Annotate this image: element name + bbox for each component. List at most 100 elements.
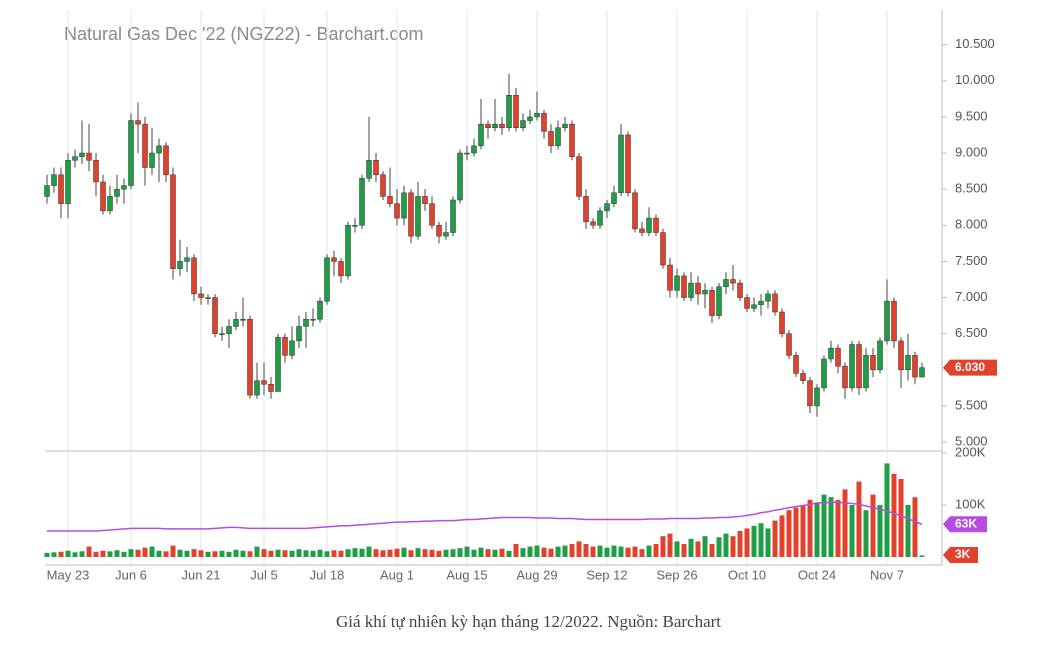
volume-bar xyxy=(170,545,176,557)
volume-bar xyxy=(660,536,666,557)
candle-body xyxy=(478,123,484,147)
candle-body xyxy=(240,318,246,321)
y-tick-label: 10.500 xyxy=(955,36,995,51)
candle-body xyxy=(198,293,204,298)
candle-body xyxy=(814,387,820,407)
candle-body xyxy=(268,384,274,392)
candle-body xyxy=(114,188,120,197)
candle-body xyxy=(142,123,148,168)
volume-bar xyxy=(198,550,204,557)
volume-bar xyxy=(891,473,897,557)
volume-bar xyxy=(387,549,393,557)
candle-body xyxy=(86,152,92,161)
candle-body xyxy=(779,311,785,334)
volume-bar xyxy=(569,544,575,557)
volume-bar xyxy=(149,546,155,557)
volume-bar xyxy=(898,479,904,557)
volume-bar xyxy=(443,549,449,557)
volume-bar xyxy=(156,550,162,557)
candle-body xyxy=(128,120,134,186)
candle-body xyxy=(58,174,64,204)
y-tick-label: 9.500 xyxy=(955,108,988,123)
volume-bar xyxy=(380,550,386,557)
volume-bar xyxy=(548,548,554,557)
candle-body xyxy=(247,318,253,396)
volume-bar xyxy=(191,549,197,557)
candle-body xyxy=(345,225,351,277)
candle-body xyxy=(485,123,491,129)
candle-body xyxy=(513,95,519,129)
candle-body xyxy=(576,156,582,197)
volume-bar xyxy=(422,549,428,557)
volume-badge-label: 3K xyxy=(955,547,971,561)
volume-bar xyxy=(555,546,561,557)
volume-bar xyxy=(338,550,344,557)
candle-body xyxy=(800,373,806,381)
volume-bar xyxy=(856,481,862,557)
candle-body xyxy=(450,199,456,233)
volume-bar xyxy=(366,546,372,557)
x-tick-label: Sep 12 xyxy=(586,567,627,582)
volume-bar xyxy=(464,546,470,557)
candle-body xyxy=(786,333,792,356)
candle-body xyxy=(471,145,477,154)
volume-bar xyxy=(324,551,330,557)
volume-bar xyxy=(457,548,463,557)
candle-body xyxy=(646,217,652,233)
candle-body xyxy=(303,318,309,327)
x-tick-label: Jul 5 xyxy=(250,567,277,582)
volume-bar xyxy=(723,533,729,557)
volume-bar xyxy=(576,541,582,557)
x-tick-label: Jun 6 xyxy=(115,567,147,582)
candle-body xyxy=(667,264,673,291)
candle-body xyxy=(233,318,239,327)
volume-bar xyxy=(751,525,757,557)
candle-body xyxy=(331,257,337,262)
volume-bar xyxy=(135,549,141,557)
candle-body xyxy=(583,196,589,222)
candle-body xyxy=(632,192,638,230)
volume-bar xyxy=(646,545,652,557)
candle-body xyxy=(156,145,162,154)
x-tick-label: Nov 7 xyxy=(870,567,904,582)
candle-body xyxy=(366,160,372,179)
volume-bar xyxy=(674,541,680,557)
volume-bar xyxy=(317,549,323,557)
volume-bar xyxy=(653,544,659,557)
volume-bar xyxy=(373,549,379,557)
volume-bar xyxy=(583,544,589,557)
candle-body xyxy=(737,282,743,298)
candle-body xyxy=(408,192,414,237)
candle-body xyxy=(373,160,379,175)
x-tick-label: Jul 18 xyxy=(310,567,345,582)
candle-body xyxy=(401,192,407,219)
candle-body xyxy=(856,344,862,389)
volume-bar xyxy=(765,528,771,557)
volume-bar xyxy=(450,549,456,557)
volume-bar xyxy=(828,497,834,557)
candle-body xyxy=(674,275,680,291)
candle-body xyxy=(919,367,925,378)
volume-bar xyxy=(639,549,645,557)
volume-bar xyxy=(226,551,232,557)
volume-bar xyxy=(254,546,260,557)
candle-body xyxy=(744,297,750,309)
candle-body xyxy=(639,228,645,233)
candle-body xyxy=(569,123,575,157)
candle-body xyxy=(884,300,890,342)
y-tick-label: 7.000 xyxy=(955,289,988,304)
y-tick-label: 8.500 xyxy=(955,181,988,196)
candle-body xyxy=(352,225,358,227)
volume-bar xyxy=(499,548,505,557)
volume-bar xyxy=(611,545,617,557)
volume-bar xyxy=(44,552,50,557)
candle-body xyxy=(751,304,757,309)
candle-body xyxy=(492,123,498,129)
x-tick-label: Aug 15 xyxy=(446,567,487,582)
candle-body xyxy=(338,261,344,277)
volume-bar xyxy=(779,515,785,557)
candle-body xyxy=(828,347,834,360)
candle-body xyxy=(716,286,722,316)
candle-body xyxy=(51,174,57,186)
